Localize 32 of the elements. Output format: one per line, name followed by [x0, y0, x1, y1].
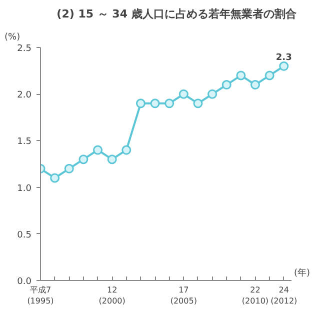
point [50, 173, 60, 183]
point [193, 98, 203, 108]
x-tick-label: 17 (2005) [170, 286, 197, 306]
point [250, 80, 260, 90]
point [122, 145, 132, 155]
point [264, 70, 274, 80]
y-tick-label: 2.0 [17, 90, 32, 101]
x-axis-title: (年) [294, 268, 310, 278]
chart-title: (2) 15 ～ 34 歳人口に占める若年無業者の割合 [56, 8, 298, 20]
y-tick-label: 0.5 [17, 230, 32, 240]
y-axis-title: (%) [4, 32, 20, 42]
point [64, 164, 74, 174]
y-tick-label: 2.5 [17, 44, 32, 54]
y-tick-label: 1.0 [17, 184, 32, 194]
annotation: 2.3 [276, 53, 292, 64]
x-tick-label: 22 (2010) [242, 286, 269, 306]
y-tick-label: 1.5 [17, 137, 32, 148]
point [78, 154, 88, 164]
x-tick-label: 平成7 (1995) [27, 286, 54, 306]
point [178, 89, 188, 99]
point [93, 145, 103, 155]
x-tick-label: 12 (2000) [98, 286, 126, 306]
point [222, 80, 232, 90]
point [107, 154, 117, 164]
x-tick-label: 24 (2012) [270, 286, 298, 306]
point [208, 89, 218, 99]
point [136, 98, 146, 108]
point [236, 70, 246, 80]
point [150, 98, 160, 108]
y-tick-label: 0.0 [17, 277, 32, 287]
point [279, 61, 289, 71]
point [164, 98, 174, 108]
